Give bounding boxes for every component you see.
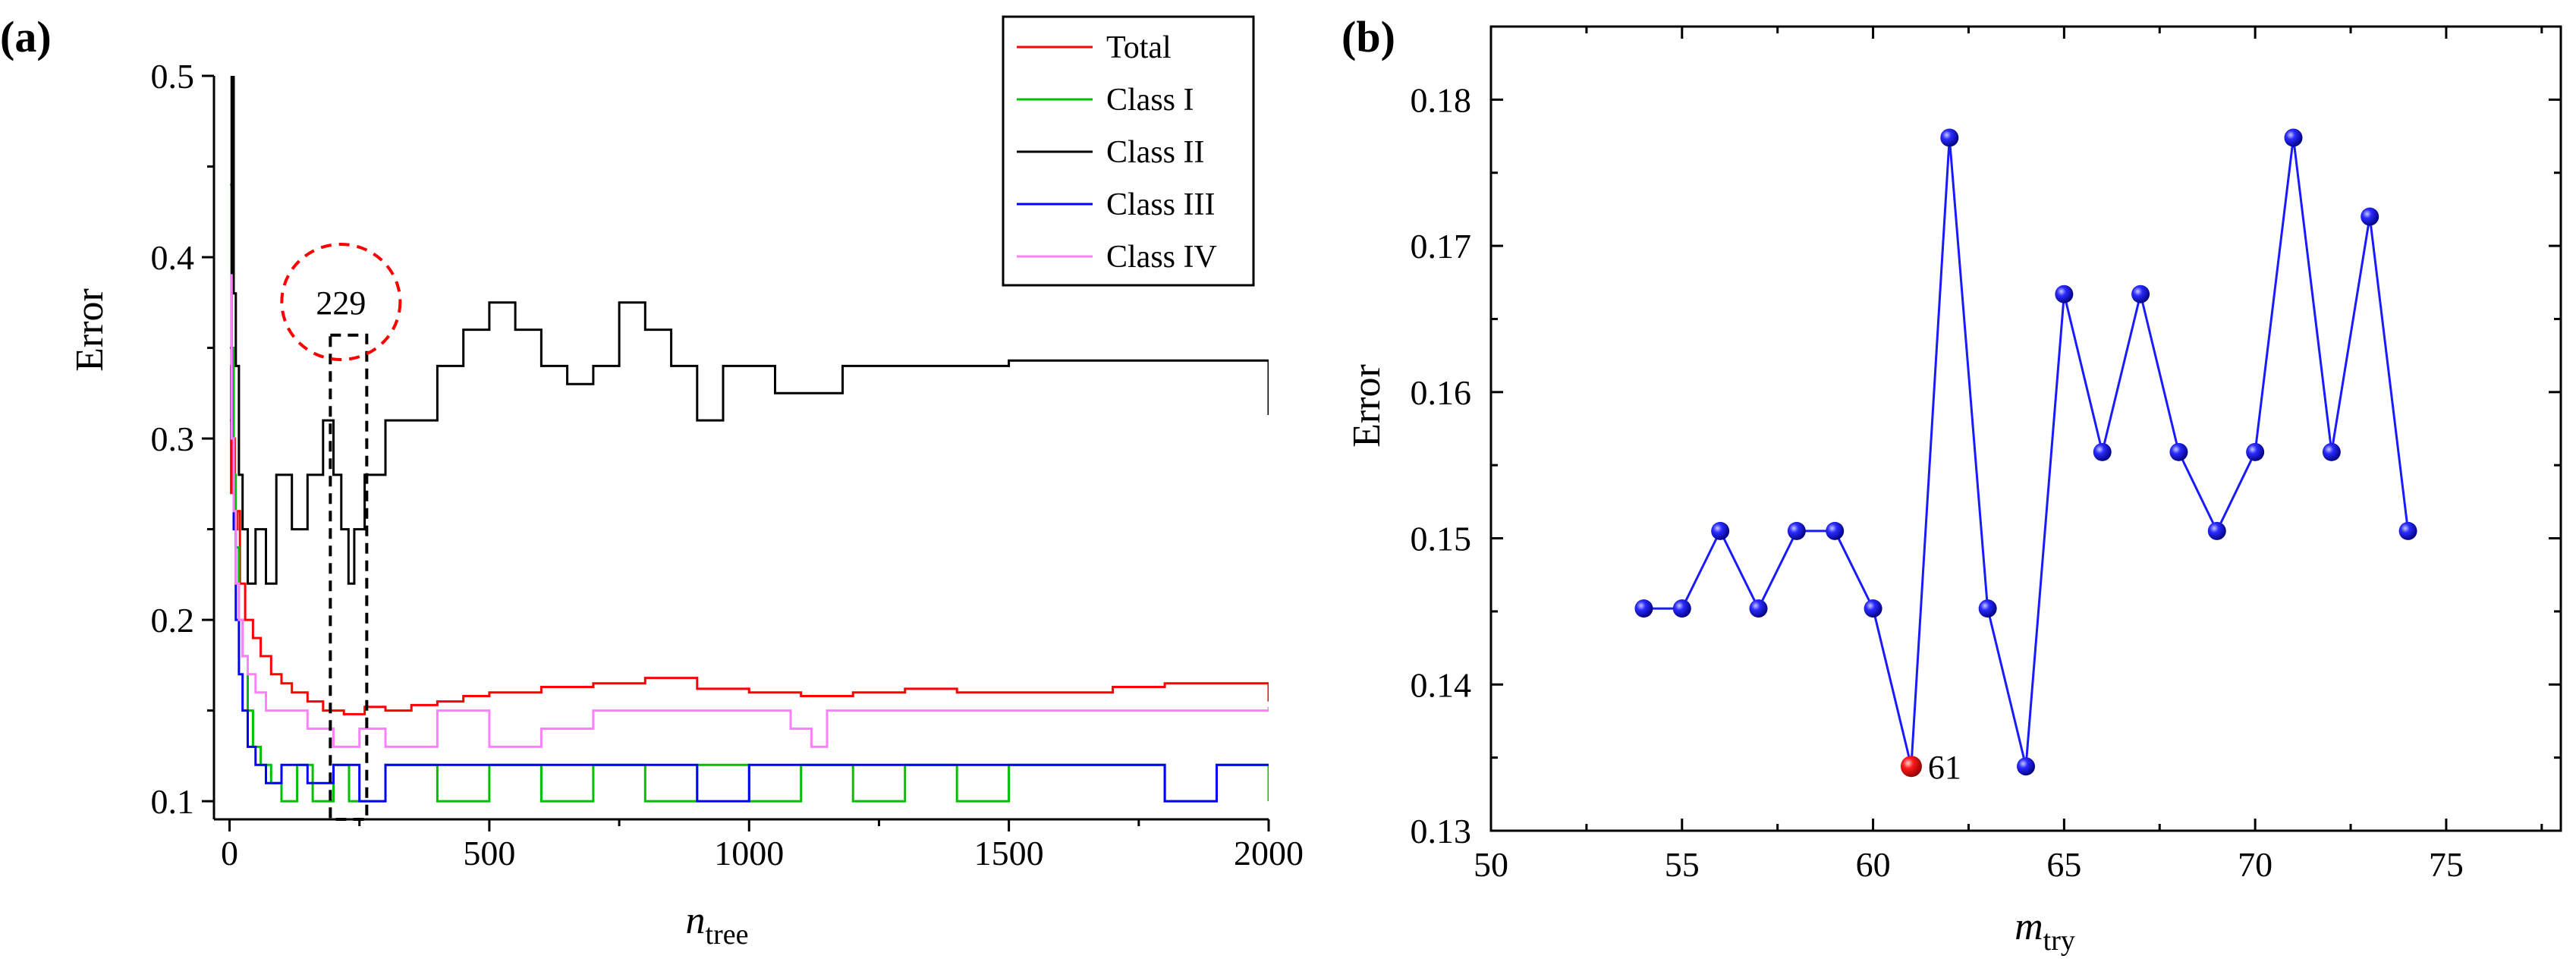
panel-a-x-tick-label: 1000 bbox=[714, 834, 784, 872]
annotation-dashed-box bbox=[329, 333, 369, 821]
data-point bbox=[2398, 521, 2417, 540]
panel-b-y-tick-label: 0.16 bbox=[1411, 373, 1472, 412]
panel-b-x-tick-label: 65 bbox=[2046, 845, 2081, 884]
panel-b-y-tick-label: 0.17 bbox=[1411, 227, 1472, 266]
series-error-line bbox=[1643, 137, 2410, 767]
panel-b-x-tick-label: 60 bbox=[1856, 845, 1891, 884]
data-point bbox=[1672, 599, 1691, 618]
panel-b-x-axis-label-sub: try bbox=[2043, 925, 2075, 957]
panel-b-y-tick-label: 0.15 bbox=[1411, 520, 1472, 558]
annotation-label: 229 bbox=[316, 284, 366, 322]
panel-b-y-tick-label: 0.18 bbox=[1411, 80, 1472, 119]
optimal-mtry-label: 61 bbox=[1928, 749, 1961, 786]
panel-a-y-tick-label: 0.4 bbox=[151, 238, 195, 277]
series-class-iv bbox=[230, 274, 1269, 748]
data-point bbox=[1787, 521, 1806, 540]
legend-label: Total bbox=[1106, 30, 1172, 65]
data-point bbox=[2322, 442, 2341, 461]
legend-label: Class II bbox=[1106, 135, 1205, 170]
panel-a-y-axis-label: Error bbox=[68, 288, 112, 372]
panel-b-y-tick-label: 0.13 bbox=[1411, 812, 1472, 850]
panel-a-x-axis-label-main: n bbox=[686, 899, 706, 942]
data-point bbox=[1634, 599, 1653, 618]
data-point bbox=[1864, 599, 1882, 618]
panel-a-y-tick-label: 0.5 bbox=[151, 57, 195, 96]
panel-a-label: (a) bbox=[0, 12, 52, 61]
data-point bbox=[1978, 599, 1997, 618]
data-point bbox=[2207, 521, 2226, 540]
data-point bbox=[2055, 284, 2074, 303]
panel-b-x-tick-label: 75 bbox=[2429, 845, 2464, 884]
series-total bbox=[230, 364, 1269, 715]
panel-b: (b) 50 55 60 65 70 75 0.13 0.14 0.15 0.16 0.17 0.18… bbox=[1341, 12, 2562, 957]
data-point bbox=[2131, 284, 2150, 303]
panel-b-frame bbox=[1489, 25, 2562, 832]
data-point bbox=[1826, 521, 1845, 540]
panel-a-x-axis-label-sub: tree bbox=[706, 919, 749, 951]
panel-a-x-tick-label: 0 bbox=[221, 834, 238, 872]
data-point bbox=[2169, 442, 2188, 461]
data-point bbox=[2017, 757, 2035, 776]
panel-a-x-tick-label: 500 bbox=[463, 834, 515, 872]
panel-a-y-tick-label: 0.1 bbox=[151, 782, 195, 821]
legend: Total Class I Class II Class III Class IV bbox=[1002, 15, 1255, 287]
panel-b-x-tick-label: 55 bbox=[1665, 845, 1700, 884]
legend-label: Class IV bbox=[1106, 240, 1217, 275]
ntree-229-annotation: 229 bbox=[280, 243, 402, 821]
panel-b-series bbox=[1634, 128, 2417, 778]
annotation-dashed-circle bbox=[280, 243, 402, 361]
panel-b-x-axis-label-main: m bbox=[2015, 905, 2043, 948]
data-point bbox=[1940, 128, 1959, 147]
series-class-iii bbox=[230, 347, 1269, 803]
panel-a-x-axis-label: ntree bbox=[686, 899, 749, 951]
data-point bbox=[2246, 442, 2265, 461]
panel-a-series bbox=[230, 76, 1269, 803]
panel-b-y-tick-label: 0.14 bbox=[1411, 665, 1472, 704]
panel-b-x-axis-label: mtry bbox=[2015, 905, 2075, 957]
highlight-point bbox=[1900, 756, 1922, 778]
data-point bbox=[1749, 599, 1768, 618]
panel-a-y-tick-label: 0.2 bbox=[151, 601, 195, 640]
panel-b-label: (b) bbox=[1341, 12, 1395, 61]
panel-a-x-tick-label: 1500 bbox=[974, 834, 1044, 872]
data-point bbox=[2361, 207, 2379, 226]
data-point bbox=[1711, 521, 1730, 540]
panel-a-y-tick-label: 0.3 bbox=[151, 420, 195, 458]
data-point bbox=[2284, 128, 2303, 147]
panel-b-x-tick-label: 70 bbox=[2238, 845, 2272, 884]
legend-label: Class I bbox=[1106, 83, 1194, 118]
series-class-ii bbox=[230, 76, 1269, 585]
panel-b-x-tick-label: 50 bbox=[1474, 845, 1508, 884]
panel-b-y-axis-label: Error bbox=[1345, 364, 1389, 448]
data-point bbox=[2093, 442, 2112, 461]
panel-a-x-tick-label: 2000 bbox=[1234, 834, 1304, 872]
legend-label: Class III bbox=[1106, 187, 1215, 222]
